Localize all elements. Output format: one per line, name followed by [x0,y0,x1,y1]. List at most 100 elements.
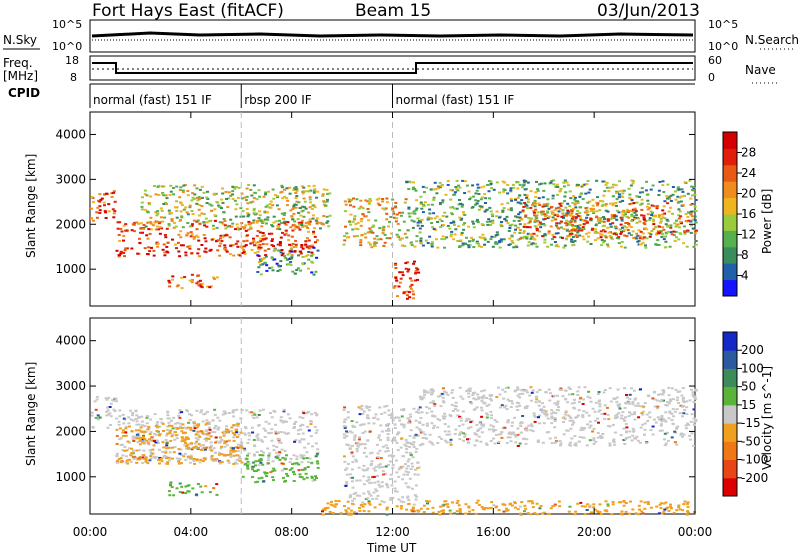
cpid-label: CPID [8,86,40,100]
echo-cell [183,431,187,434]
echo-cell [646,420,650,422]
echo-cell [483,193,487,196]
echo-cell [682,503,686,506]
echo-cell [361,501,365,504]
echo-cell [276,457,280,459]
echo-cell [150,246,153,249]
echo-cell [316,239,319,242]
echo-cell [315,414,319,417]
echo-cell [598,405,602,408]
echo-cell [504,219,508,222]
echo-cell [125,459,129,462]
echo-cell [475,202,479,205]
echo-cell [556,400,560,403]
echo-cell [671,423,675,426]
echo-cell [465,184,469,187]
echo-cell [153,413,157,416]
echo-cell [400,437,404,440]
echo-cell [501,209,505,212]
echo-cell [604,236,608,239]
echo-cell [107,413,111,416]
echo-cell [414,270,418,272]
echo-cell [690,185,694,188]
echo-cell [326,192,330,195]
echo-cell [601,220,605,223]
echo-cell [663,419,667,422]
echo-cell [358,509,362,512]
echo-cell [98,212,102,214]
echo-cell [269,200,273,203]
echo-cell [608,202,612,205]
echo-cell [458,433,462,435]
echo-cell [197,248,201,251]
echo-cell [556,245,560,248]
echo-cell [480,406,483,409]
ytick-label: 1000 [55,470,86,484]
echo-cell [215,483,219,486]
cpid-mode-label: rbsp 200 IF [244,93,311,107]
echo-cell [571,202,575,204]
echo-cell [639,388,642,391]
echo-cell [214,441,217,444]
echo-cell [551,216,555,219]
echo-cell [226,454,230,456]
echo-cell [222,434,226,437]
echo-cell [528,226,532,229]
echo-cell [188,225,192,228]
echo-cell [555,183,559,186]
echo-cell [415,411,419,413]
echo-cell [457,184,460,187]
echo-cell [268,432,272,435]
echo-cell [430,392,434,395]
echo-cell [312,189,316,192]
echo-cell [535,502,539,505]
echo-cell [645,205,649,208]
echo-cell [223,440,227,443]
echo-cell [458,438,462,441]
echo-cell [471,394,475,396]
echo-cell [385,212,389,215]
echo-cell [252,454,256,457]
echo-cell [585,444,589,447]
echo-cell [168,211,172,214]
echo-cell [281,231,284,234]
echo-cell [357,438,361,441]
echo-cell [276,225,280,228]
echo-cell [642,236,646,239]
echo-cell [451,410,455,412]
echo-cell [179,186,183,189]
echo-cell [246,460,250,463]
echo-cell [414,450,418,453]
echo-cell [449,443,453,446]
echo-cell [559,204,563,207]
echo-cell [536,440,540,443]
echo-cell [185,409,189,412]
colorbar-swatch [723,459,737,479]
echo-cell [198,198,201,200]
echo-cell [165,197,169,200]
echo-cell [259,219,263,222]
echo-cell [220,453,224,456]
echo-cell [536,513,540,516]
echo-cell [178,189,182,191]
echo-cell [218,205,222,208]
echo-cell [247,438,251,441]
echo-cell [307,190,311,193]
echo-cell [98,193,102,196]
echo-cell [177,458,181,461]
echo-cell [297,221,301,224]
echo-cell [310,271,314,274]
echo-cell [376,494,380,497]
echo-cell [126,462,130,465]
echo-cell [435,192,439,195]
echo-cell [534,195,538,198]
echo-cell [147,228,151,231]
echo-cell [354,223,358,225]
echo-cell [229,446,233,449]
echo-cell [507,432,511,435]
echo-cell [643,501,647,504]
nsky-label: N.Sky [3,33,37,47]
echo-cell [450,391,454,394]
echo-cell [471,220,475,223]
echo-cell [121,449,125,452]
